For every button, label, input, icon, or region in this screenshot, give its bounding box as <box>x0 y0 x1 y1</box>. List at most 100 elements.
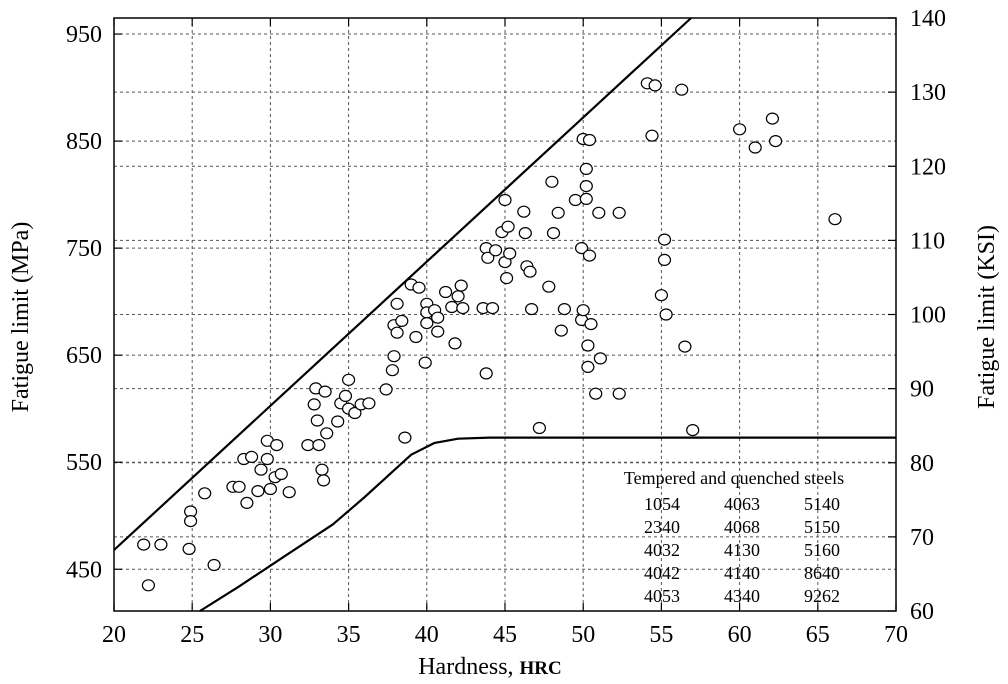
data-point <box>517 205 531 218</box>
data-point <box>310 414 324 427</box>
x-axis-title: Hardness, HRC <box>418 654 562 680</box>
x-tick-label: 50 <box>571 622 595 648</box>
data-point <box>765 112 780 125</box>
data-point <box>768 135 783 148</box>
data-point <box>501 220 515 233</box>
data-point <box>500 272 514 285</box>
bound-curves <box>113 17 896 612</box>
data-point <box>318 385 332 398</box>
data-point <box>207 558 221 572</box>
legend-entry: 5140 <box>804 494 840 514</box>
data-point <box>675 83 689 96</box>
data-point <box>524 303 539 316</box>
data-point <box>554 324 568 337</box>
legend-entry: 2340 <box>644 517 680 537</box>
data-point <box>445 300 459 314</box>
y-axis-title-left: Fatigue limit (MPa) <box>8 222 34 413</box>
data-point <box>320 427 334 440</box>
data-point <box>263 482 277 496</box>
x-tick-label: 30 <box>258 622 282 648</box>
data-point <box>379 383 393 396</box>
x-tick-label: 25 <box>180 622 204 648</box>
lower-bound-curve <box>199 436 896 612</box>
x-tick-label: 70 <box>884 622 908 648</box>
data-point <box>645 129 659 142</box>
legend-entry: 5150 <box>804 517 840 537</box>
data-point <box>518 227 532 240</box>
legend-entry: 5160 <box>804 540 840 560</box>
data-point <box>542 280 556 293</box>
x-tick-label: 65 <box>806 622 830 648</box>
x-tick-label: 60 <box>728 622 752 648</box>
data-point <box>581 339 595 352</box>
y-tick-label-left: 750 <box>66 236 102 262</box>
x-axis-title-text: Hardness, <box>418 654 513 680</box>
data-point <box>454 279 468 292</box>
x-tick-label: 40 <box>415 622 439 648</box>
data-point <box>485 302 500 315</box>
data-point <box>581 360 595 373</box>
data-point <box>551 206 565 219</box>
data-point <box>489 244 503 257</box>
data-point <box>418 356 432 369</box>
data-point <box>439 285 453 299</box>
legend-entry: 4068 <box>724 517 760 537</box>
data-point <box>532 421 547 435</box>
data-point <box>654 289 669 302</box>
data-point <box>198 487 212 500</box>
data-point <box>503 247 517 260</box>
data-point <box>593 352 608 365</box>
data-point <box>348 406 362 420</box>
upper-bound-line <box>113 17 692 551</box>
x-tick-label: 55 <box>649 622 673 648</box>
data-point <box>592 206 606 219</box>
data-point <box>657 233 672 246</box>
data-point <box>385 364 399 377</box>
y-tick-label-left: 850 <box>66 129 102 155</box>
data-point <box>182 542 196 556</box>
data-point <box>659 308 673 321</box>
tick-labels: 20 25 30 35 40 45 50 55 60 65 70 450 550 650 750 850 950… <box>66 6 946 648</box>
data-point <box>498 193 512 207</box>
x-tick-label: 35 <box>337 622 361 648</box>
data-point <box>612 387 626 400</box>
legend-entry: 1054 <box>644 494 680 514</box>
y-axis-title-right: Fatigue limit (KSI) <box>974 225 1000 409</box>
data-point <box>748 141 762 154</box>
data-point <box>362 397 376 410</box>
legend: Tempered and quenched steels 1054 4063 514… <box>624 468 844 606</box>
data-point <box>657 253 672 266</box>
data-point <box>342 373 356 386</box>
data-point <box>260 452 274 466</box>
axis-ticks <box>113 17 897 612</box>
data-point <box>141 579 155 592</box>
data-point <box>584 318 598 331</box>
data-point <box>479 367 493 380</box>
data-point <box>338 389 353 402</box>
y-tick-label-right: 60 <box>910 599 934 625</box>
data-point <box>828 213 842 226</box>
data-point <box>312 439 326 452</box>
legend-entry: 4053 <box>644 586 680 606</box>
data-point <box>431 325 445 338</box>
data-point <box>568 193 583 207</box>
data-point <box>576 304 590 317</box>
data-point <box>390 326 404 339</box>
data-point <box>431 311 445 324</box>
data-point <box>523 265 537 278</box>
legend-entry: 4130 <box>724 540 760 560</box>
legend-entry: 4063 <box>724 494 760 514</box>
data-point <box>137 538 151 551</box>
data-point <box>282 486 296 499</box>
legend-entry: 4042 <box>644 563 680 583</box>
legend-entry: 9262 <box>804 586 840 606</box>
data-point <box>395 314 409 327</box>
legend-entry: 4032 <box>644 540 680 560</box>
x-tick-label: 45 <box>493 622 517 648</box>
data-point <box>274 467 288 481</box>
data-point <box>546 227 561 240</box>
data-point <box>154 538 168 551</box>
y-tick-label-left: 950 <box>66 22 102 48</box>
legend-entry: 4340 <box>724 586 760 606</box>
